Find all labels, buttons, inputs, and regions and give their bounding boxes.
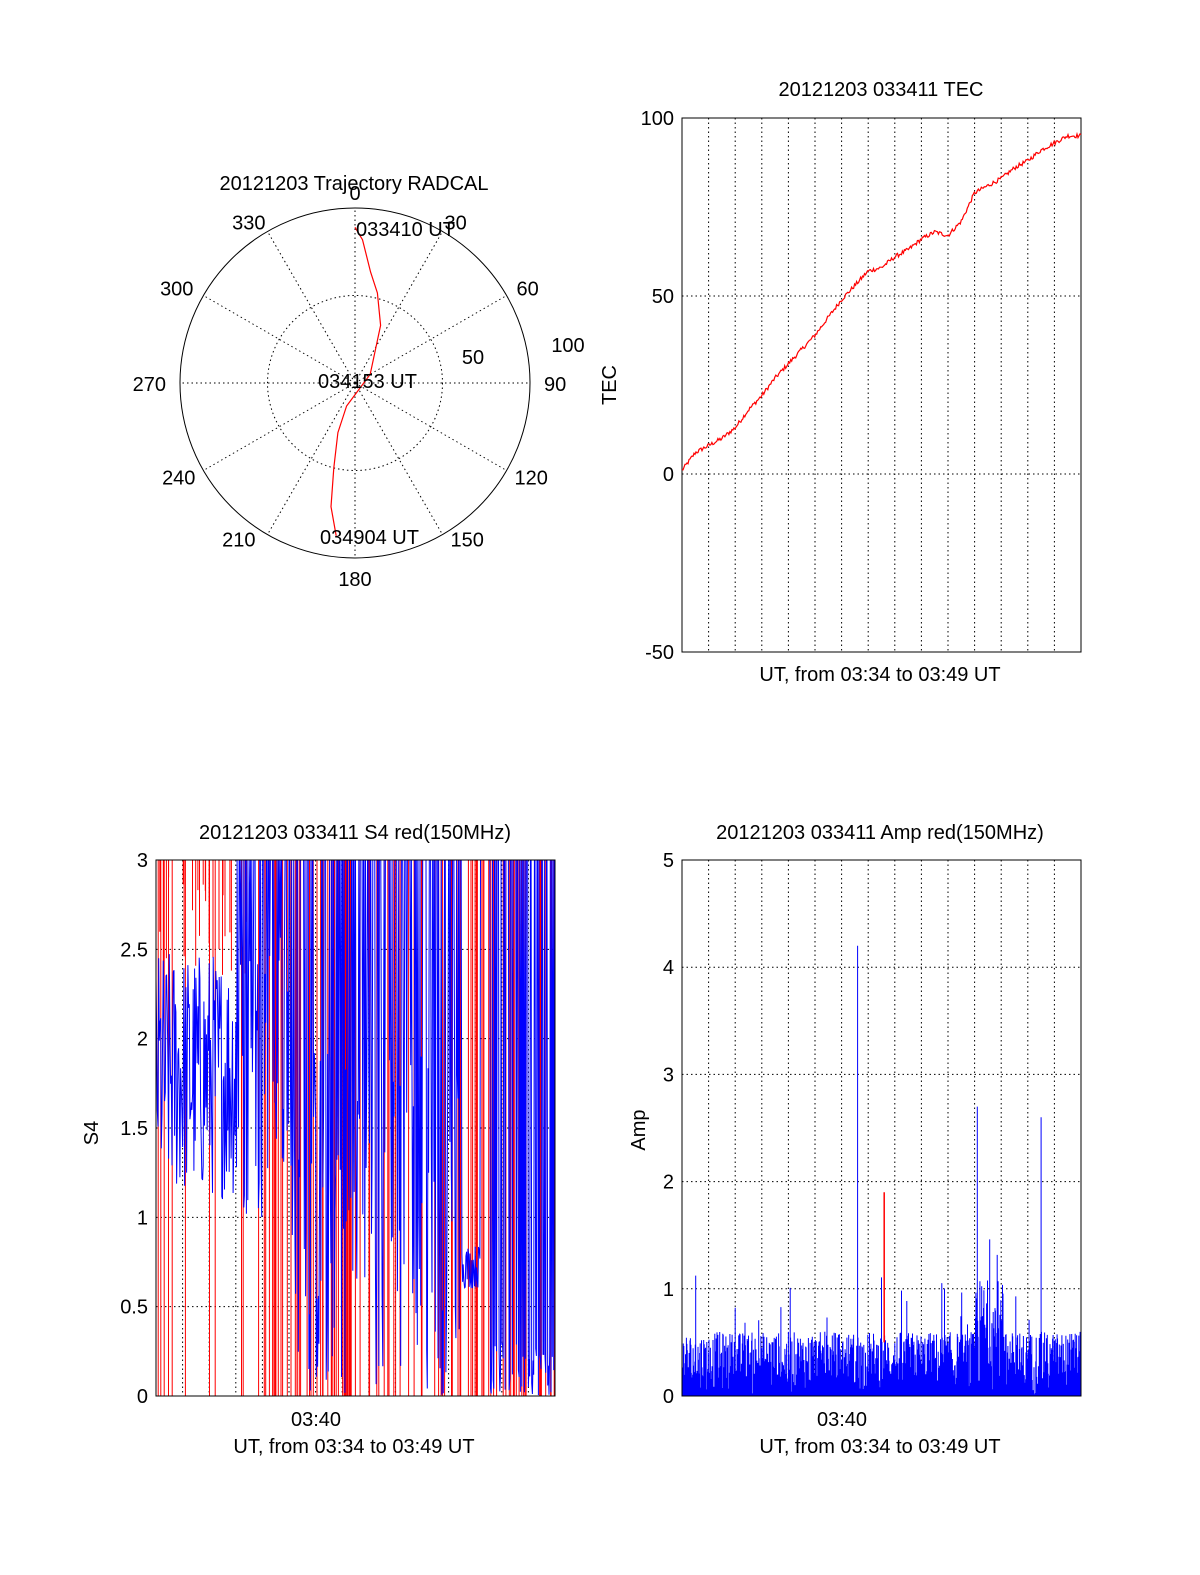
tec-grid	[682, 118, 1081, 652]
polar-spoke-210	[267, 382, 356, 535]
s4-panel: 20121203 033411 S4 red(150MHz) 3 2.5 2 1.5 1…	[81, 822, 556, 1458]
s4-y-axis-label: S4	[81, 1121, 103, 1145]
polar-radial-label-100: 100	[551, 335, 584, 357]
amp-y-tick-label: 5	[663, 850, 674, 872]
amp-panel: 20121203 033411 Amp red(150MHz) 5 4 3 2 1 0 0…	[628, 822, 1082, 1458]
polar-azimuth-label-330: 330	[232, 212, 265, 234]
polar-azimuth-label-180: 180	[338, 569, 371, 591]
tec-title: 20121203 033411 TEC	[779, 79, 984, 101]
polar-radial-label-50: 50	[462, 347, 484, 369]
s4-x-axis-label: UT, from 03:34 to 03:49 UT	[233, 1436, 474, 1458]
amp-y-tick-label: 0	[663, 1386, 674, 1408]
polar-title: 20121203 Trajectory RADCAL	[219, 173, 488, 195]
amp-title: 20121203 033411 Amp red(150MHz)	[716, 822, 1044, 844]
s4-y-tick-label: 1	[137, 1207, 148, 1229]
tec-x-axis-label: UT, from 03:34 to 03:49 UT	[759, 664, 1000, 686]
amp-x-tick-label: 03:40	[817, 1409, 867, 1431]
tec-panel: 20121203 033411 TEC 100 50 0 -50 TEC UT, fr…	[599, 79, 1082, 686]
amp-y-tick-label: 2	[663, 1172, 674, 1194]
polar-azimuth-label-120: 120	[515, 468, 548, 490]
s4-x-tick-label: 03:40	[291, 1409, 341, 1431]
s4-y-tick-label: 0.5	[120, 1297, 148, 1319]
amp-blue-series	[681, 945, 1082, 1396]
polar-azimuth-label-30: 30	[445, 212, 467, 234]
polar-azimuth-label-300: 300	[160, 279, 193, 301]
tec-y-tick-label: 50	[652, 286, 674, 308]
amp-y-tick-labels: 5 4 3 2 1 0	[663, 850, 674, 1408]
s4-y-tick-label: 3	[137, 850, 148, 872]
s4-y-tick-label: 0	[137, 1386, 148, 1408]
polar-spoke-240	[203, 382, 356, 471]
polar-annotation-start: 033410 UT	[356, 219, 455, 241]
s4-y-tick-label: 2.5	[120, 939, 148, 961]
polar-azimuth-label-210: 210	[222, 530, 255, 552]
polar-spoke-30	[354, 231, 443, 384]
s4-y-tick-label: 2	[137, 1029, 148, 1051]
amp-blue-trace	[681, 945, 1082, 1396]
s4-plot-frame	[155, 859, 556, 1397]
polar-annotation-mid: 034153 UT	[318, 371, 417, 393]
tec-y-axis-label: TEC	[599, 365, 621, 405]
tec-y-tick-label: 100	[641, 108, 674, 130]
s4-y-tick-labels: 3 2.5 2 1.5 1 0.5 0	[120, 850, 148, 1408]
polar-azimuth-label-90: 90	[544, 374, 566, 396]
polar-azimuth-label-60: 60	[517, 279, 539, 301]
polar-grid	[180, 208, 530, 558]
tec-y-tick-label: 0	[663, 464, 674, 486]
tec-plot-frame	[681, 117, 1082, 653]
tec-y-tick-labels: 100 50 0 -50	[641, 108, 674, 664]
s4-y-tick-label: 1.5	[120, 1118, 148, 1140]
s4-title: 20121203 033411 S4 red(150MHz)	[199, 822, 511, 844]
polar-panel: 20121203 Trajectory RADCAL 0 30 60 90 120 150…	[133, 173, 585, 591]
polar-azimuth-labels: 0 30 60 90 120 150 180 210 240 270 300 330	[133, 183, 567, 591]
polar-azimuth-label-270: 270	[133, 374, 166, 396]
amp-plot-frame	[681, 859, 1082, 1397]
amp-y-axis-label: Amp	[628, 1109, 650, 1150]
polar-azimuth-label-0: 0	[349, 183, 360, 205]
tec-y-tick-label: -50	[645, 642, 674, 664]
amp-y-tick-label: 3	[663, 1064, 674, 1086]
polar-trajectory-line	[330, 226, 382, 537]
amp-y-tick-label: 1	[663, 1279, 674, 1301]
polar-azimuth-label-150: 150	[451, 530, 484, 552]
amp-y-tick-label: 4	[663, 957, 674, 979]
polar-azimuth-label-240: 240	[162, 468, 195, 490]
amp-x-axis-label: UT, from 03:34 to 03:49 UT	[759, 1436, 1000, 1458]
polar-outer-circle	[179, 207, 531, 559]
tec-series-line	[681, 131, 1082, 471]
polar-ring-50	[267, 295, 443, 471]
polar-annotation-end: 034904 UT	[320, 527, 419, 549]
